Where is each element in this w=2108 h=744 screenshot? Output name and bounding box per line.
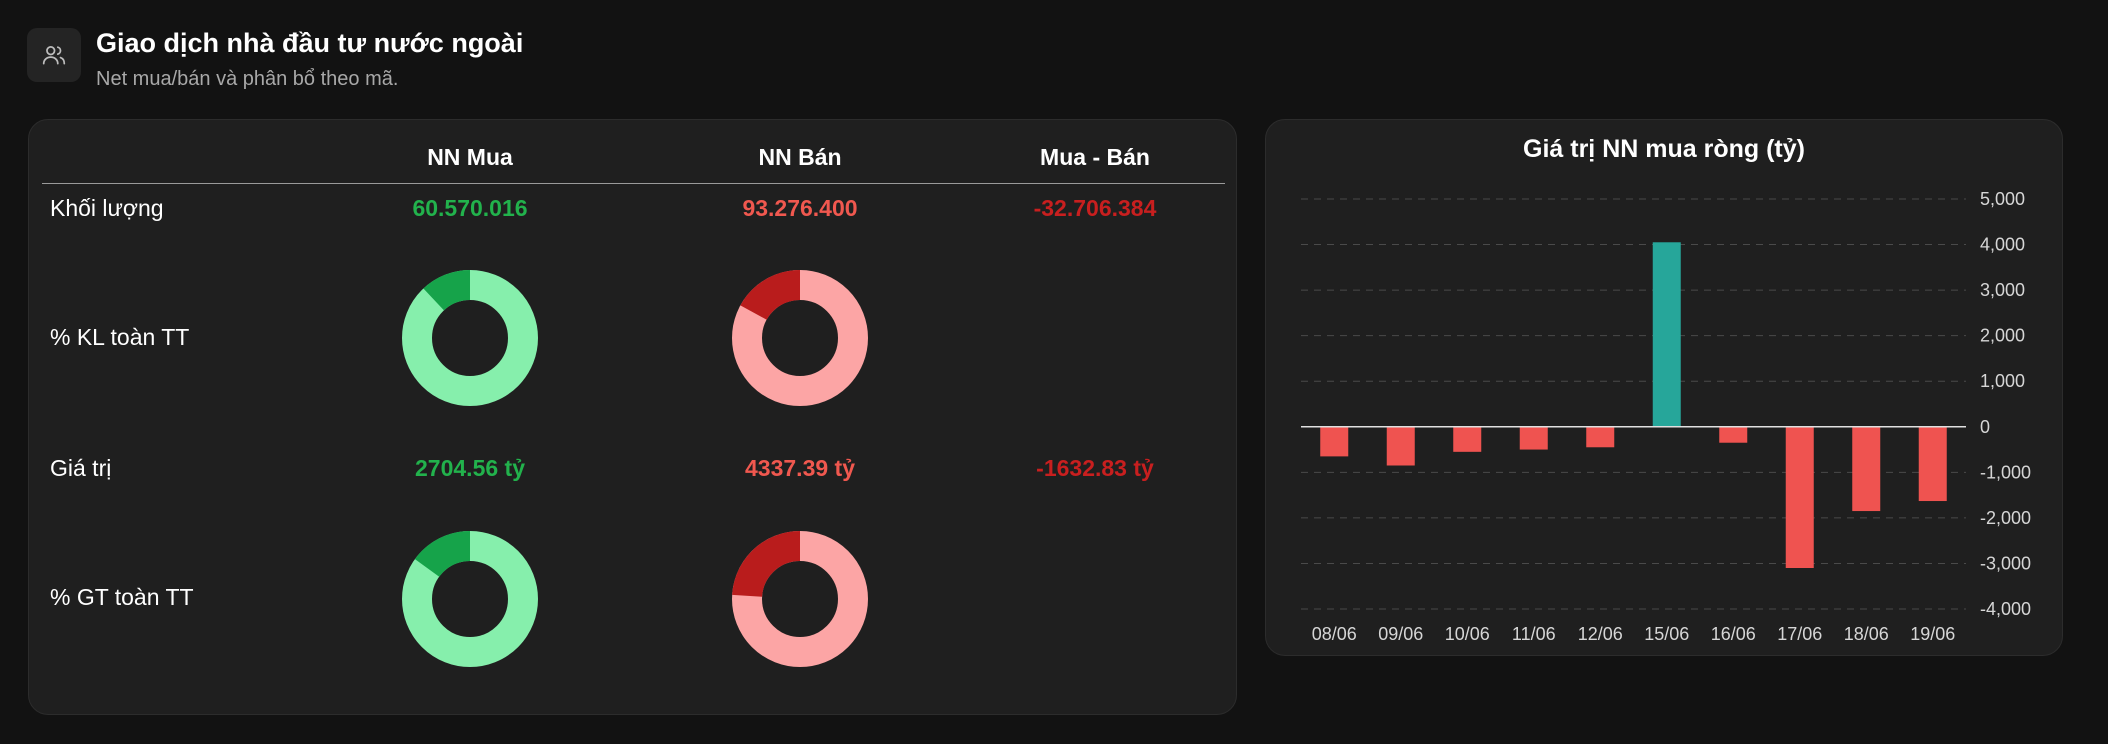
row-label-value: Giá trị bbox=[50, 455, 112, 481]
donut-value-buy[interactable] bbox=[402, 531, 538, 667]
y-tick-label: 2,000 bbox=[1980, 326, 2025, 346]
volume-sell-value: 93.276.400 bbox=[742, 195, 858, 221]
page-subtitle: Net mua/bán và phân bổ theo mã. bbox=[96, 68, 399, 90]
donut-volume-sell[interactable] bbox=[732, 270, 868, 406]
bar-17-06[interactable] bbox=[1785, 426, 1814, 568]
bar-08-06[interactable] bbox=[1320, 426, 1349, 457]
x-tick-label: 17/06 bbox=[1777, 624, 1822, 644]
donut-value-sell[interactable] bbox=[732, 531, 868, 667]
y-tick-label: -1,000 bbox=[1980, 462, 2031, 482]
foreign-trading-table-card bbox=[28, 119, 1237, 715]
row-label-value-pct: % GT toàn TT bbox=[50, 584, 194, 610]
net-buy-bar-chart: 5,000 4,000 3,000 2,000 1,000 0 -1,000 -2,000 -3… bbox=[1301, 189, 2031, 644]
column-header-net: Mua - Bán bbox=[1040, 144, 1150, 170]
bar-11-06[interactable] bbox=[1519, 426, 1548, 450]
x-tick-label: 15/06 bbox=[1644, 624, 1689, 644]
bar-16-06[interactable] bbox=[1719, 426, 1748, 443]
bar-12-06[interactable] bbox=[1586, 426, 1615, 448]
x-tick-label: 19/06 bbox=[1910, 624, 1955, 644]
y-tick-label: 4,000 bbox=[1980, 235, 2025, 255]
value-sell-value: 4337.39 tỷ bbox=[745, 455, 855, 481]
donut-share-segment[interactable] bbox=[732, 531, 868, 667]
row-label-volume-pct: % KL toàn TT bbox=[50, 324, 190, 350]
x-tick-label: 10/06 bbox=[1445, 624, 1490, 644]
donut-share-segment[interactable] bbox=[732, 270, 868, 406]
table-header-divider bbox=[42, 183, 1225, 184]
value-buy-value: 2704.56 tỷ bbox=[415, 455, 525, 481]
y-tick-label: -2,000 bbox=[1980, 508, 2031, 528]
y-tick-label: 3,000 bbox=[1980, 280, 2025, 300]
bar-18-06[interactable] bbox=[1852, 426, 1881, 512]
y-tick-label: 1,000 bbox=[1980, 371, 2025, 391]
column-header-sell: NN Bán bbox=[758, 144, 842, 170]
donut-share-segment[interactable] bbox=[402, 531, 538, 667]
x-tick-label: 11/06 bbox=[1512, 624, 1556, 644]
donut-remainder bbox=[402, 270, 538, 406]
y-tick-label: -4,000 bbox=[1980, 599, 2031, 619]
x-tick-label: 12/06 bbox=[1578, 624, 1623, 644]
donut-share-segment[interactable] bbox=[402, 270, 538, 406]
bar-09-06[interactable] bbox=[1386, 426, 1415, 466]
x-tick-label: 16/06 bbox=[1711, 624, 1756, 644]
x-tick-label: 08/06 bbox=[1312, 624, 1357, 644]
page-title: Giao dịch nhà đầu tư nước ngoài bbox=[96, 28, 524, 58]
header-icon-box bbox=[27, 28, 81, 82]
bar-19-06[interactable] bbox=[1918, 426, 1947, 502]
y-tick-label: 5,000 bbox=[1980, 189, 2025, 209]
y-tick-label: -3,000 bbox=[1980, 553, 2031, 573]
volume-buy-value: 60.570.016 bbox=[412, 195, 528, 221]
row-label-volume: Khối lượng bbox=[50, 195, 164, 221]
x-tick-label: 09/06 bbox=[1378, 624, 1423, 644]
value-net-value: -1632.83 tỷ bbox=[1036, 455, 1154, 481]
chart-title: Giá trị NN mua ròng (tỷ) bbox=[1523, 135, 1805, 163]
bar-10-06[interactable] bbox=[1453, 426, 1482, 452]
donut-volume-buy[interactable] bbox=[402, 270, 538, 406]
bar-15-06[interactable] bbox=[1652, 242, 1681, 427]
users-icon bbox=[42, 46, 66, 65]
x-tick-label: 18/06 bbox=[1844, 624, 1889, 644]
y-tick-label: 0 bbox=[1980, 417, 1990, 437]
volume-net-value: -32.706.384 bbox=[1033, 195, 1157, 221]
column-header-buy: NN Mua bbox=[427, 144, 513, 170]
